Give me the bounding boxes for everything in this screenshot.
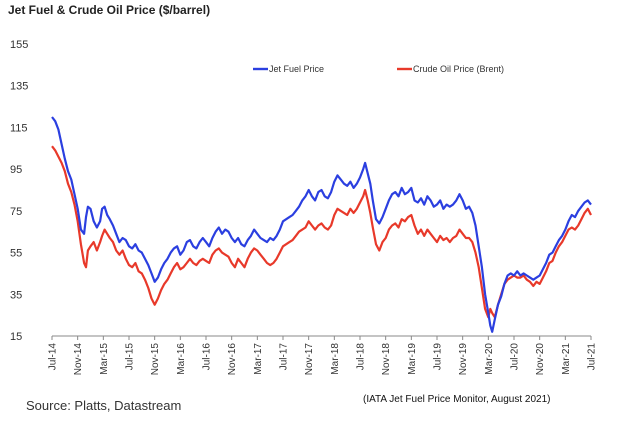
x-tick-label: Mar-16 [176,343,187,375]
y-tick-label: 135 [10,81,28,93]
source-note: Source: Platts, Datastream [26,398,182,413]
x-tick-label: Mar-19 [407,343,418,375]
x-tick-label: Jul-18 [356,343,367,371]
y-tick-label: 95 [10,164,22,176]
chart-title: Jet Fuel & Crude Oil Price ($/barrel) [8,3,211,17]
x-tick-label: Jul-20 [510,343,521,371]
x-tick-label: Nov-19 [458,343,469,376]
y-tick-label: 75 [10,206,22,218]
y-tick-label: 15 [10,331,22,343]
x-tick-label: Mar-21 [561,343,572,375]
x-tick-label: Jul-19 [433,343,444,371]
x-tick-label: Jul-14 [48,343,59,371]
y-tick-label: 35 [10,289,22,301]
x-tick-label: Nov-14 [73,343,84,376]
x-tick-label: Mar-17 [253,343,264,375]
x-tick-label: Nov-15 [150,343,161,376]
y-tick-label: 115 [10,122,28,134]
series-line-jet-fuel [51,116,592,333]
x-tick-label: Mar-15 [99,343,110,375]
y-tick-label: 155 [10,39,28,51]
x-tick-label: Nov-20 [535,343,546,376]
x-tick-label: Jul-15 [125,343,136,371]
x-tick-label: Jul-16 [202,343,213,371]
x-axis: Jul-14 Nov-14 Mar-15 Jul-15 Nov-15 Mar-16 Jul-… [48,336,598,375]
x-tick-label: Nov-17 [304,343,315,376]
credit-note: (IATA Jet Fuel Price Monitor, August 202… [363,394,551,405]
x-tick-label: Mar-20 [484,343,495,375]
legend-label: Jet Fuel Price [269,64,324,74]
legend-label: Crude Oil Price (Brent) [413,64,504,74]
x-tick-label: Mar-18 [330,343,341,375]
series-layer [51,116,592,333]
y-tick-label: 55 [10,248,22,260]
x-tick-label: Jul-21 [587,343,598,371]
series-line-crude-oil [51,145,592,319]
x-tick-label: Jul-17 [279,343,290,371]
x-tick-label: Nov-16 [227,343,238,376]
legend: Jet Fuel Price Crude Oil Price (Brent) [253,64,504,74]
y-axis: 15 35 55 75 95 115 135 155 [10,39,28,343]
x-tick-label: Nov-18 [381,343,392,376]
